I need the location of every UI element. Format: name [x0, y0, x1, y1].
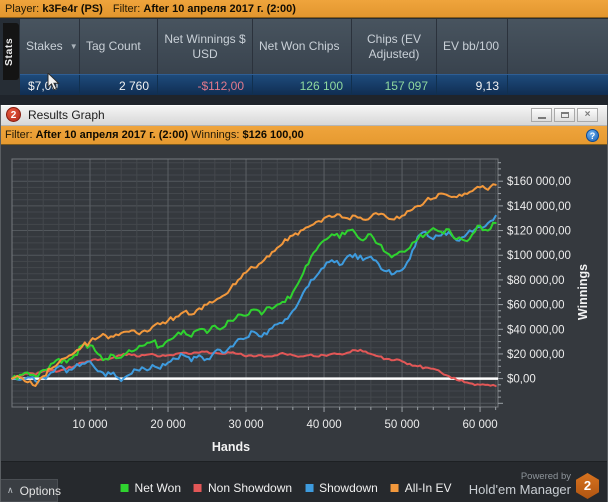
stats-grid: Stakes ▼ Tag Count Net Winnings $ USD Net… — [20, 19, 608, 96]
legend-swatch-icon — [194, 484, 202, 492]
svg-text:$0,00: $0,00 — [507, 374, 536, 386]
svg-text:$140 000,00: $140 000,00 — [507, 201, 571, 213]
player-name: k3Fe4r (PS) — [42, 3, 103, 15]
minimize-icon — [537, 116, 546, 119]
filter-value: After 10 апреля 2017 г. (2:00) — [143, 3, 296, 15]
legend-label: Net Won — [134, 481, 181, 495]
cell-chips-ev: 157 097 — [352, 75, 437, 96]
svg-text:50 000: 50 000 — [384, 419, 419, 431]
graph-filter-value: After 10 апреля 2017 г. (2:00) — [35, 129, 189, 141]
column-header-stakes[interactable]: Stakes ▼ — [20, 19, 80, 74]
column-header-ev-bb100[interactable]: EV bb/100 — [437, 19, 508, 74]
graph-bottom-bar: ∧ Options Net Won Non Showdown Showdown All… — [1, 461, 607, 502]
powered-by-text: Powered by — [520, 471, 571, 483]
svg-text:$40 000,00: $40 000,00 — [507, 324, 565, 336]
column-header-net-won-chips[interactable]: Net Won Chips — [253, 19, 352, 74]
legend-label: Showdown — [319, 481, 378, 495]
column-header-chips-ev[interactable]: Chips (EV Adjusted) — [352, 19, 437, 74]
svg-text:20 000: 20 000 — [150, 419, 185, 431]
legend-item-all-in-ev[interactable]: All-In EV — [390, 481, 452, 495]
caret-up-icon: ∧ — [7, 485, 14, 495]
column-header-tag-count[interactable]: Tag Count — [80, 19, 158, 74]
column-header-net-winnings[interactable]: Net Winnings $ USD — [158, 19, 253, 74]
hm2-badge-icon: 2 — [576, 473, 599, 499]
window-title: Results Graph — [28, 108, 105, 122]
cell-net-winnings: -$112,00 — [158, 75, 253, 96]
graph-filter-label: Filter: — [5, 129, 33, 141]
legend-label: Non Showdown — [208, 481, 293, 495]
svg-text:Winnings: Winnings — [576, 264, 590, 320]
sort-arrow-icon: ▼ — [69, 41, 78, 51]
maximize-button[interactable] — [554, 108, 575, 122]
svg-text:$60 000,00: $60 000,00 — [507, 300, 565, 312]
svg-text:$100 000,00: $100 000,00 — [507, 250, 571, 262]
svg-text:30 000: 30 000 — [228, 419, 263, 431]
results-graph-window: 2 Results Graph × Filter: After 10 апрел… — [0, 105, 608, 502]
svg-text:$160 000,00: $160 000,00 — [507, 176, 571, 188]
results-chart: $0,00 $20 000,00 $40 000,00 $60 000,00 $80 0… — [1, 145, 607, 461]
svg-text:Hands: Hands — [212, 440, 250, 454]
winnings-label: Winnings: — [191, 129, 240, 141]
help-icon[interactable]: ? — [586, 129, 599, 142]
stats-panel: Stats Stakes ▼ Tag Count Net Winnings $ U… — [0, 18, 608, 96]
legend-item-showdown[interactable]: Showdown — [305, 481, 378, 495]
legend-swatch-icon — [390, 484, 399, 492]
filter-label: Filter: — [112, 3, 141, 15]
svg-text:40 000: 40 000 — [306, 419, 341, 431]
svg-text:60 000: 60 000 — [462, 419, 497, 431]
brand-name: Hold'em Manager — [468, 482, 571, 498]
chart-legend: Net Won Non Showdown Showdown All-In EV — [120, 481, 452, 495]
legend-swatch-icon — [305, 484, 314, 492]
options-label: Options — [19, 483, 61, 498]
close-icon: × — [584, 109, 591, 120]
close-button[interactable]: × — [577, 108, 598, 122]
legend-label: All-In EV — [404, 481, 452, 495]
player-label: Player: — [5, 3, 40, 15]
maximize-icon — [560, 112, 569, 118]
mouse-cursor — [47, 73, 60, 91]
svg-text:$120 000,00: $120 000,00 — [507, 226, 571, 238]
stats-row-selected[interactable]: $7,00 2 760 -$112,00 126 100 157 097 9,1… — [20, 74, 608, 96]
chart-canvas: $0,00 $20 000,00 $40 000,00 $60 000,00 $80 0… — [11, 158, 590, 454]
svg-text:$20 000,00: $20 000,00 — [507, 349, 565, 361]
minimize-button[interactable] — [531, 108, 552, 122]
winnings-value: $126 100,00 — [242, 129, 304, 141]
player-filter-bar: Player: k3Fe4r (PS) Filter: After 10 апре… — [0, 0, 608, 18]
window-title-bar: 2 Results Graph × — [1, 105, 607, 126]
options-button[interactable]: ∧ Options — [1, 479, 61, 502]
legend-swatch-icon — [120, 484, 129, 492]
hm2-logo-icon: 2 — [6, 107, 21, 122]
brand-block: Powered by Hold'em Manager — [468, 471, 571, 498]
column-header-filler — [508, 19, 608, 74]
legend-item-non-showdown[interactable]: Non Showdown — [194, 481, 292, 495]
cell-ev-bb100: 9,13 — [437, 75, 508, 96]
cell-tag-count: 2 760 — [80, 75, 158, 96]
svg-text:$80 000,00: $80 000,00 — [507, 275, 565, 287]
stats-grid-header: Stakes ▼ Tag Count Net Winnings $ USD Net… — [20, 19, 608, 74]
cell-net-won-chips: 126 100 — [253, 75, 352, 96]
cell-filler — [508, 75, 608, 96]
background-strip — [0, 95, 608, 105]
svg-text:10 000: 10 000 — [72, 419, 107, 431]
graph-filter-bar: Filter: After 10 апреля 2017 г. (2:00) W… — [1, 126, 607, 145]
stats-tab[interactable]: Stats — [3, 23, 19, 80]
legend-item-net-won[interactable]: Net Won — [120, 481, 181, 495]
